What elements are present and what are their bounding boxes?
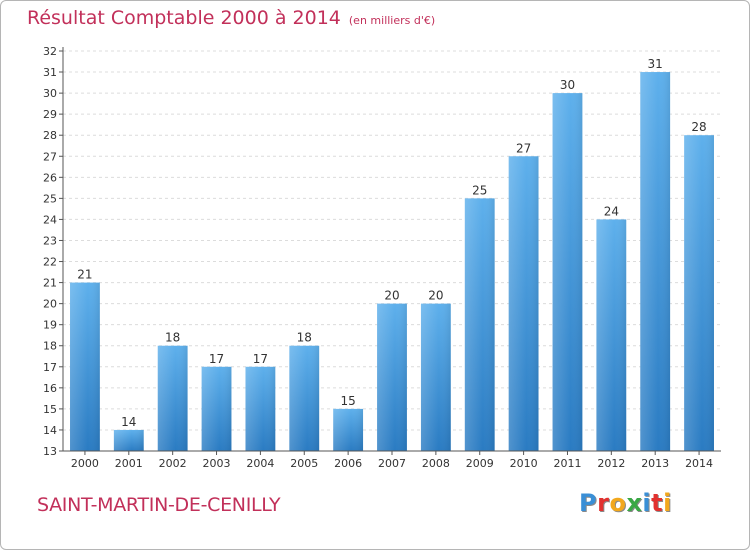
data-label: 24 [604, 204, 619, 218]
y-tick-label: 29 [43, 108, 57, 121]
bar-shade-2014 [684, 135, 714, 452]
data-label: 20 [428, 289, 443, 303]
logo-letter: i [663, 489, 672, 517]
commune-name: SAINT-MARTIN-DE-CENILLY [37, 494, 281, 516]
x-tick-label: 2009 [466, 457, 494, 470]
bar-shade-2012 [596, 219, 627, 451]
data-label: 30 [560, 78, 575, 92]
y-tick-label: 14 [43, 424, 57, 437]
data-label: 17 [253, 352, 268, 366]
bar-shade-2005 [289, 345, 320, 451]
y-tick-label: 20 [43, 298, 57, 311]
data-label: 17 [209, 352, 224, 366]
data-label: 21 [77, 268, 92, 282]
x-tick-label: 2001 [115, 457, 143, 470]
x-tick-label: 2007 [378, 457, 406, 470]
bar-shade-2001 [113, 429, 144, 451]
y-tick-label: 23 [43, 234, 57, 247]
bar-shade-2006 [333, 408, 364, 451]
data-label: 14 [121, 415, 136, 429]
chart-subtitle: (en milliers d'€) [348, 14, 436, 27]
chart-title-text: Résultat Comptable 2000 à 2014 [27, 7, 341, 29]
bars: 21 14 18 17 17 18 15 20 20 25 27 30 24 31 28 [70, 57, 714, 452]
bar-shade-2009 [464, 198, 495, 451]
data-label: 18 [297, 331, 312, 345]
bar-shade-2007 [377, 303, 407, 451]
y-tick-label: 19 [43, 319, 57, 332]
logo-letter: o [609, 489, 627, 517]
data-label: 27 [516, 141, 531, 155]
data-label: 20 [384, 289, 399, 303]
bar-shade-2010 [508, 156, 539, 451]
x-tick-label: 2003 [203, 457, 231, 470]
data-label: 31 [648, 57, 663, 71]
data-label: 18 [165, 331, 180, 345]
logo-letter: P [579, 489, 598, 517]
logo-letter: x [626, 489, 643, 517]
x-tick-label: 2004 [246, 457, 274, 470]
bar-shade-2013 [640, 72, 671, 451]
x-tick-label: 2012 [597, 457, 625, 470]
proxiti-logo: Proxiti [579, 489, 672, 517]
y-tick-label: 18 [43, 340, 57, 353]
y-tick-label: 24 [43, 213, 57, 226]
bar-shade-2008 [420, 303, 451, 451]
bar-shade-2003 [201, 366, 232, 451]
y-tick-label: 32 [43, 45, 57, 58]
data-label: 28 [691, 120, 706, 134]
y-tick-label: 31 [43, 66, 57, 79]
y-tick-label: 26 [43, 171, 57, 184]
bar-shade-2004 [245, 366, 276, 451]
x-tick-label: 2013 [641, 457, 669, 470]
y-tick-label: 21 [43, 277, 57, 290]
logo-letter: t [651, 489, 664, 517]
y-tick-label: 15 [43, 403, 57, 416]
y-tick-label: 25 [43, 192, 57, 205]
y-tick-label: 30 [43, 87, 57, 100]
bar-shade-2000 [70, 282, 100, 451]
y-tick-label: 27 [43, 150, 57, 163]
y-tick-label: 22 [43, 256, 57, 269]
x-tick-label: 2008 [422, 457, 450, 470]
y-tick-label: 13 [43, 445, 57, 458]
chart-title: Résultat Comptable 2000 à 2014 (en millie… [27, 7, 435, 29]
y-tick-label: 28 [43, 129, 57, 142]
x-tick-label: 2006 [334, 457, 362, 470]
x-tick-label: 2005 [290, 457, 318, 470]
bar-shade-2011 [552, 93, 583, 452]
y-tick-label: 16 [43, 382, 57, 395]
logo-letter: i [642, 489, 652, 517]
data-label: 15 [340, 394, 355, 408]
x-tick-label: 2011 [553, 457, 581, 470]
logo-letter: r [597, 489, 610, 517]
x-tick-label: 2014 [685, 457, 713, 470]
y-tick-label: 17 [43, 361, 57, 374]
data-label: 25 [472, 183, 487, 197]
x-tick-label: 2002 [159, 457, 187, 470]
axes: 13 14 15 16 17 18 19 20 21 22 23 24 25 26 27 28 29 30 31 32… [43, 45, 721, 470]
x-tick-label: 2010 [510, 457, 538, 470]
bar-shade-2002 [157, 345, 188, 451]
x-tick-label: 2000 [71, 457, 99, 470]
